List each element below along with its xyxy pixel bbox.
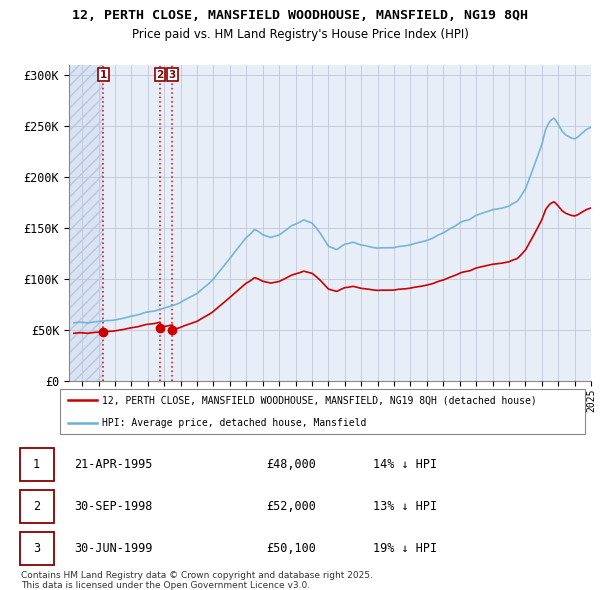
Text: £48,000: £48,000: [266, 458, 316, 471]
Text: 13% ↓ HPI: 13% ↓ HPI: [373, 500, 437, 513]
Text: 1: 1: [33, 458, 40, 471]
Text: 2: 2: [33, 500, 40, 513]
Text: 14% ↓ HPI: 14% ↓ HPI: [373, 458, 437, 471]
FancyBboxPatch shape: [20, 532, 53, 565]
Text: HPI: Average price, detached house, Mansfield: HPI: Average price, detached house, Mans…: [102, 418, 367, 428]
Text: Contains HM Land Registry data © Crown copyright and database right 2025.
This d: Contains HM Land Registry data © Crown c…: [21, 571, 373, 590]
Text: 3: 3: [169, 70, 176, 80]
FancyBboxPatch shape: [20, 490, 53, 523]
FancyBboxPatch shape: [60, 389, 585, 434]
Text: 21-APR-1995: 21-APR-1995: [74, 458, 153, 471]
FancyBboxPatch shape: [20, 448, 53, 481]
Text: Price paid vs. HM Land Registry's House Price Index (HPI): Price paid vs. HM Land Registry's House …: [131, 28, 469, 41]
Text: 30-JUN-1999: 30-JUN-1999: [74, 542, 153, 555]
Text: 30-SEP-1998: 30-SEP-1998: [74, 500, 153, 513]
Text: 2: 2: [157, 70, 164, 80]
Text: 1: 1: [100, 70, 107, 80]
Text: 12, PERTH CLOSE, MANSFIELD WOODHOUSE, MANSFIELD, NG19 8QH: 12, PERTH CLOSE, MANSFIELD WOODHOUSE, MA…: [72, 9, 528, 22]
Bar: [66, 65, 103, 381]
Bar: [66, 65, 103, 381]
Text: 19% ↓ HPI: 19% ↓ HPI: [373, 542, 437, 555]
Text: 12, PERTH CLOSE, MANSFIELD WOODHOUSE, MANSFIELD, NG19 8QH (detached house): 12, PERTH CLOSE, MANSFIELD WOODHOUSE, MA…: [102, 395, 537, 405]
Text: 3: 3: [33, 542, 40, 555]
Text: £50,100: £50,100: [266, 542, 316, 555]
Text: £52,000: £52,000: [266, 500, 316, 513]
